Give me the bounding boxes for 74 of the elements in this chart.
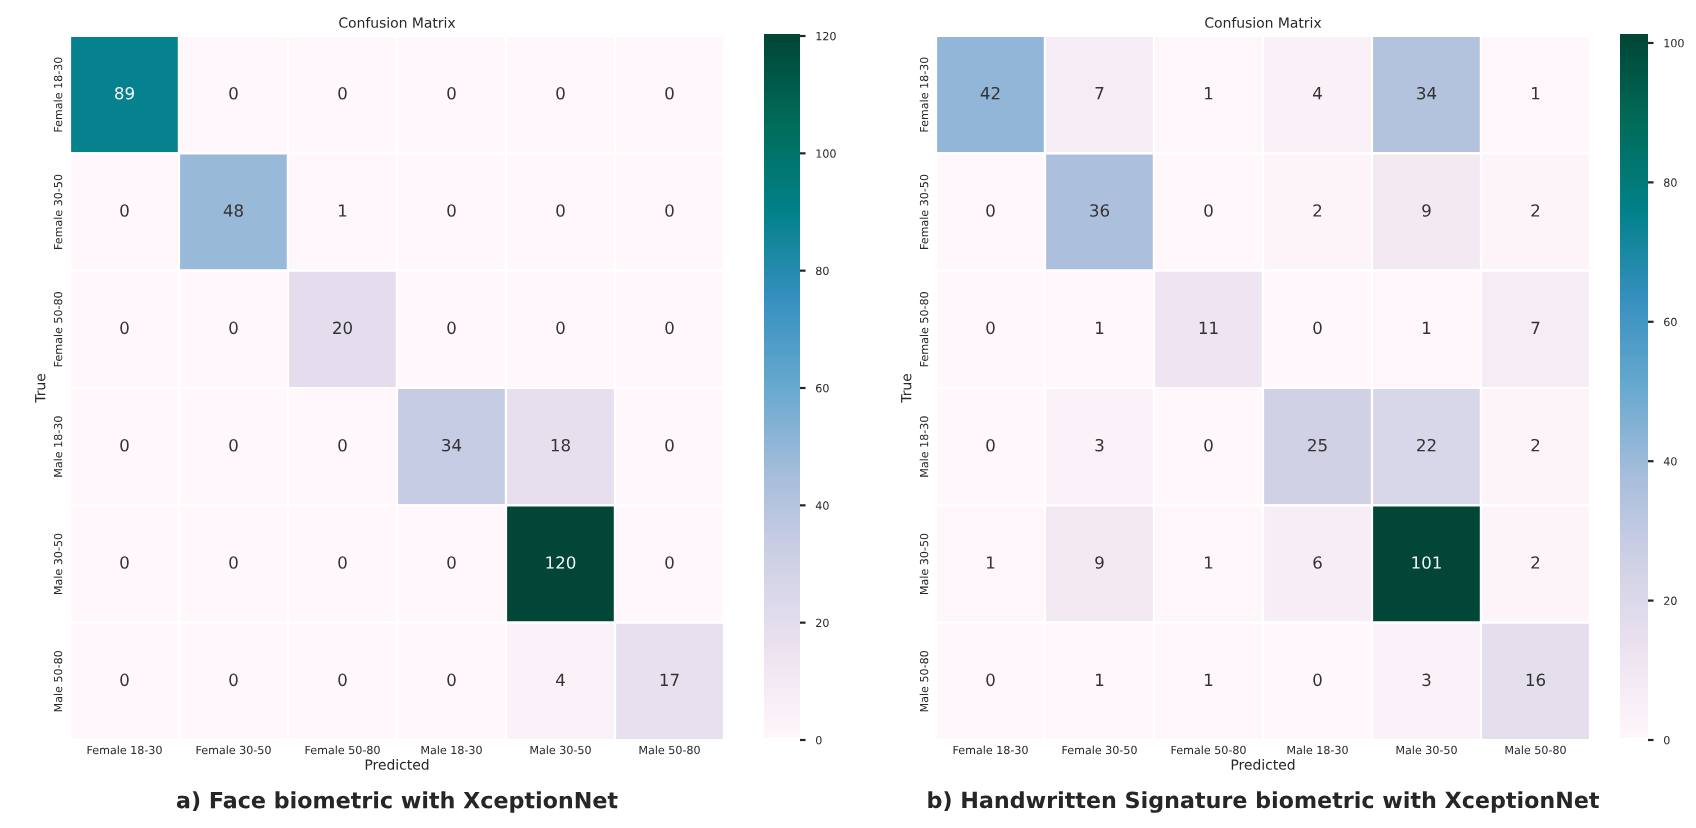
- data-label: 1: [339, 204, 347, 217]
- data-label: 0: [1204, 204, 1213, 217]
- data-label: 0: [447, 204, 456, 217]
- data-label: 1: [1096, 673, 1104, 686]
- data-label: 0: [229, 321, 238, 335]
- data-label: 2: [1313, 204, 1322, 217]
- data-label: 34: [442, 438, 462, 452]
- data-label: 0: [120, 321, 129, 335]
- data-label: 89: [115, 86, 134, 100]
- data-label: 0: [1204, 438, 1213, 452]
- data-label: 0: [229, 673, 238, 687]
- data-label: 6: [1313, 556, 1322, 569]
- data-label: 101: [1412, 556, 1441, 569]
- data-label: 0: [338, 86, 347, 100]
- data-label: 0: [338, 438, 347, 452]
- data-label: 17: [660, 673, 679, 686]
- data-label: 1: [1532, 87, 1540, 100]
- data-label: 0: [556, 204, 565, 217]
- data-label: 1: [1096, 321, 1104, 334]
- data-label: 1: [1423, 321, 1431, 334]
- data-label: 4: [556, 673, 565, 686]
- data-label: 1: [1205, 87, 1213, 100]
- data-label: 0: [665, 321, 674, 335]
- data-label: 9: [1422, 204, 1431, 217]
- data-label: 2: [1531, 556, 1540, 569]
- data-label: 42: [980, 86, 1000, 100]
- data-label: 34: [1417, 86, 1437, 100]
- data-label: 0: [986, 204, 995, 217]
- data-label: 25: [1308, 438, 1327, 452]
- data-label: 120: [546, 556, 576, 569]
- data-label: 20: [333, 321, 352, 335]
- data-label: 0: [665, 556, 674, 569]
- data-label: 0: [665, 204, 674, 217]
- data-label: 0: [120, 204, 129, 217]
- data-label: 0: [120, 438, 129, 452]
- data-label: 16: [1526, 673, 1546, 687]
- data-label: 7: [1531, 321, 1540, 334]
- text: a) Face biometric with XceptionNet: [176, 791, 618, 813]
- data-label: 2: [1531, 438, 1540, 452]
- data-label: 11: [1199, 321, 1218, 334]
- data-label: 0: [447, 86, 456, 100]
- data-label: 9: [1095, 556, 1104, 569]
- data-label: 0: [229, 86, 238, 100]
- data-label: 0: [229, 438, 238, 452]
- data-label: 0: [120, 673, 129, 687]
- data-label: 0: [120, 556, 129, 569]
- data-label: 0: [986, 438, 995, 452]
- data-label: 36: [1090, 204, 1110, 217]
- data-label: 3: [1095, 438, 1104, 452]
- data-label: 0: [665, 438, 674, 452]
- data-label: 1: [1205, 556, 1213, 569]
- data-label: 0: [986, 673, 995, 687]
- data-label: 7: [1095, 87, 1104, 100]
- data-label: 0: [229, 556, 238, 569]
- data-label: 4: [1313, 87, 1322, 100]
- data-label: 48: [223, 204, 243, 217]
- data-label: 0: [447, 673, 456, 687]
- data-label: 0: [447, 556, 456, 569]
- data-label: 0: [338, 556, 347, 569]
- data-label: 1: [1205, 673, 1213, 686]
- data-label: 0: [986, 321, 995, 335]
- data-label: 18: [551, 438, 570, 452]
- data-label: 0: [447, 321, 456, 335]
- data-label: 3: [1422, 673, 1431, 687]
- data-label: 2: [1531, 204, 1540, 217]
- text: b) Handwritten Signature biometric with XceptionNet: [928, 791, 1599, 813]
- data-label: 0: [1313, 321, 1322, 335]
- data-label: 1: [987, 556, 995, 569]
- data-label: 0: [1313, 673, 1322, 687]
- data-label: 0: [338, 673, 347, 687]
- data-label: 0: [556, 321, 565, 335]
- data-label: 0: [665, 86, 674, 100]
- data-label: 22: [1417, 438, 1436, 452]
- data-label: 0: [556, 86, 565, 100]
